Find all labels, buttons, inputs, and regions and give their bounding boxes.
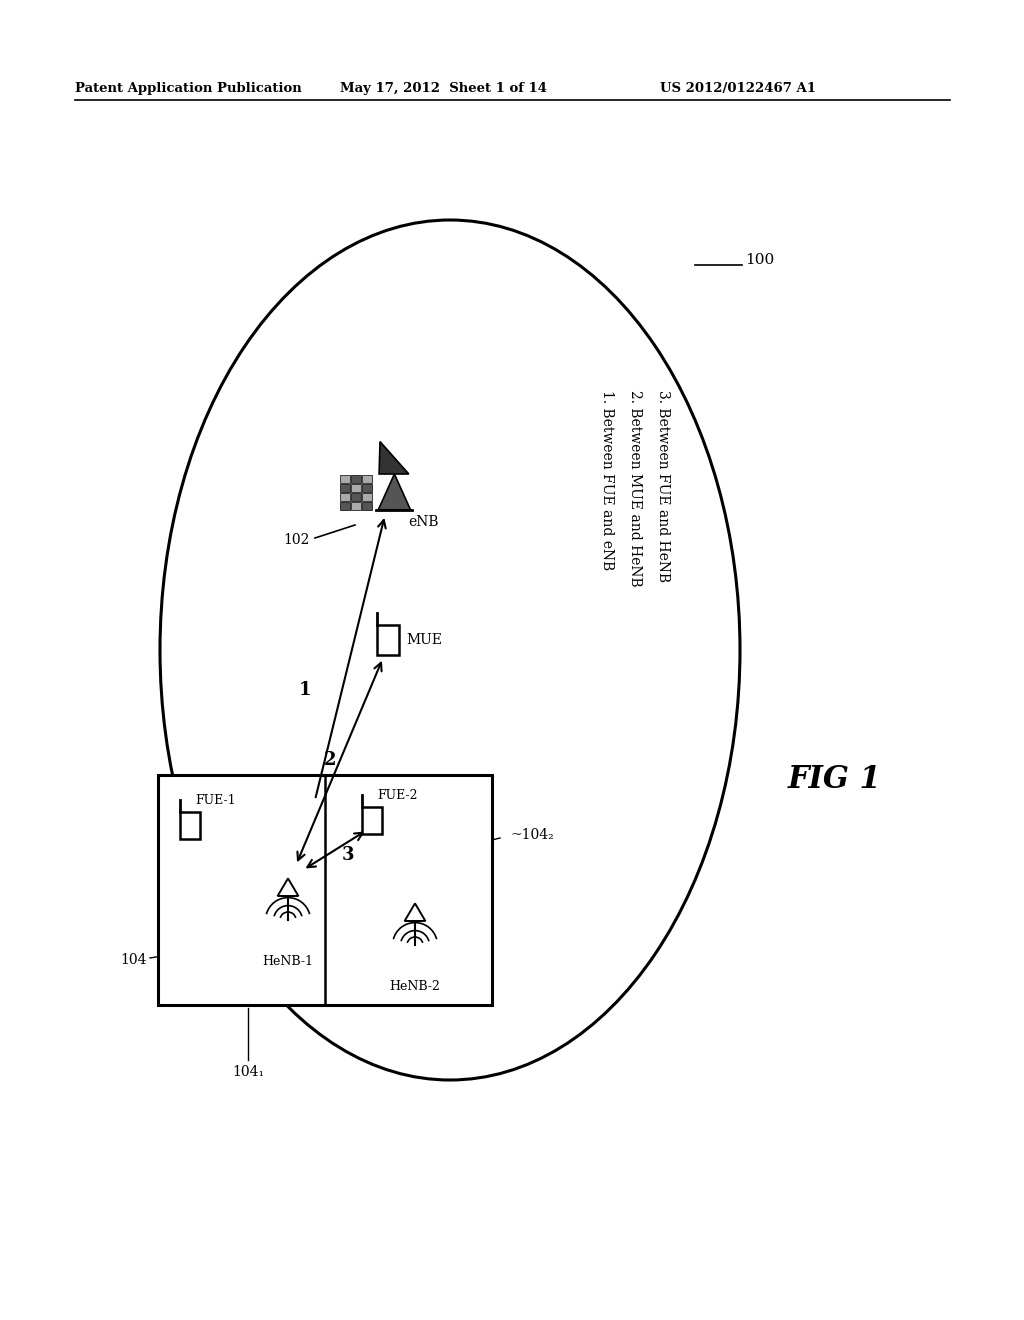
Bar — [351, 475, 361, 483]
Bar — [362, 475, 372, 483]
Text: 2: 2 — [324, 751, 336, 770]
Text: FUE-2: FUE-2 — [377, 789, 418, 803]
Text: Patent Application Publication: Patent Application Publication — [75, 82, 302, 95]
Bar — [362, 807, 382, 833]
Bar — [158, 775, 492, 1005]
Bar — [362, 484, 372, 492]
Polygon shape — [378, 474, 411, 510]
Bar — [340, 502, 350, 510]
Text: MUE: MUE — [406, 634, 442, 647]
Bar — [340, 475, 350, 483]
Text: FUE-1: FUE-1 — [195, 795, 236, 807]
Bar — [351, 502, 361, 510]
Polygon shape — [404, 903, 425, 921]
Text: HeNB-1: HeNB-1 — [262, 954, 313, 968]
Bar — [351, 492, 361, 502]
Bar — [351, 484, 361, 492]
Text: May 17, 2012  Sheet 1 of 14: May 17, 2012 Sheet 1 of 14 — [340, 82, 547, 95]
Bar — [340, 484, 350, 492]
Bar — [180, 812, 200, 838]
Text: 102: 102 — [284, 533, 310, 546]
Text: 104₁: 104₁ — [232, 1065, 264, 1078]
Text: FIG 1: FIG 1 — [788, 764, 882, 796]
Bar — [377, 624, 399, 655]
Text: 104: 104 — [121, 953, 147, 968]
Bar — [362, 492, 372, 502]
Text: 100: 100 — [745, 253, 774, 267]
Polygon shape — [278, 878, 298, 896]
Text: eNB: eNB — [408, 515, 438, 529]
Text: 1: 1 — [299, 681, 311, 700]
Text: ~104₂: ~104₂ — [510, 828, 554, 842]
Bar — [362, 502, 372, 510]
Text: 1. Between FUE and eNB: 1. Between FUE and eNB — [600, 389, 614, 570]
Text: HeNB-2: HeNB-2 — [389, 979, 440, 993]
Text: US 2012/0122467 A1: US 2012/0122467 A1 — [660, 82, 816, 95]
Text: 3: 3 — [342, 846, 354, 865]
Text: 3. Between FUE and HeNB: 3. Between FUE and HeNB — [656, 389, 670, 582]
Polygon shape — [379, 442, 409, 474]
Text: 2. Between MUE and HeNB: 2. Between MUE and HeNB — [628, 389, 642, 586]
Bar — [340, 492, 350, 502]
